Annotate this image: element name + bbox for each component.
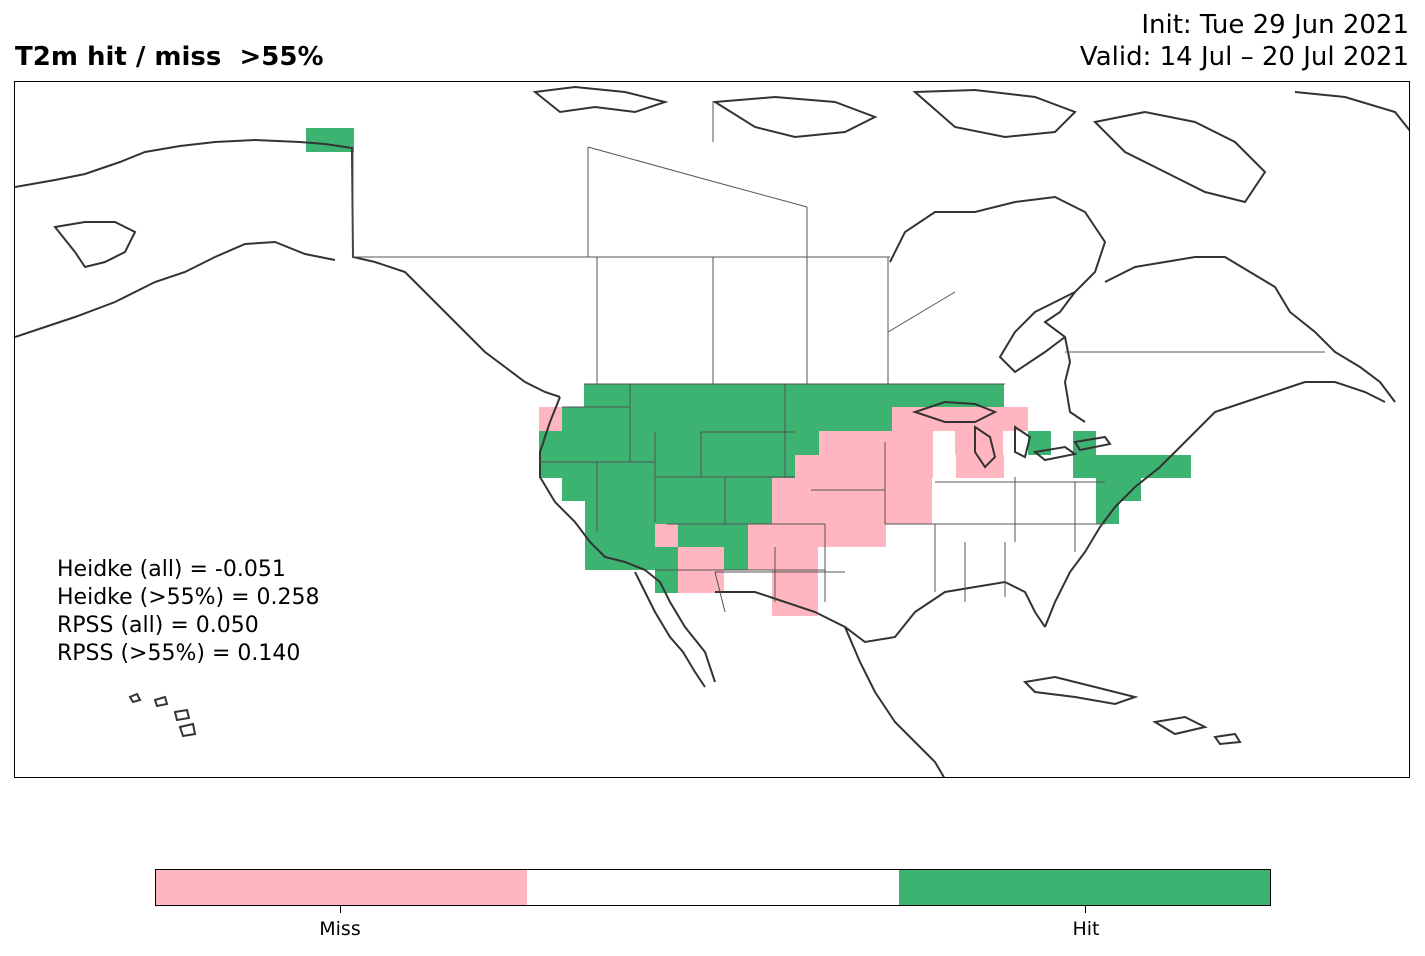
grid-cell-hit (585, 501, 772, 524)
colorbar-tick-hit (1085, 906, 1086, 913)
colorbar-miss-segment (156, 870, 528, 905)
grid-cell-miss (678, 547, 724, 570)
grid-cell-miss (748, 547, 818, 570)
heidke-all: Heidke (all) = -0.051 (57, 557, 286, 582)
grid-cell-hit (724, 547, 748, 570)
political-borders (352, 102, 1325, 613)
colorbar-label-miss: Miss (319, 918, 361, 940)
grid-cell-hit (562, 407, 892, 431)
grid-cell-miss (819, 431, 871, 455)
grid-cell-hit (585, 547, 655, 570)
skill-scores: Heidke (all) = -0.051 Heidke (>55%) = 0.… (57, 556, 320, 668)
grid-cell-miss (772, 501, 932, 524)
grid-cell-hit (1096, 478, 1141, 501)
grid-cell-miss (772, 570, 818, 593)
colorbar-label-hit: Hit (1072, 918, 1100, 940)
grid-cell-hit (562, 478, 772, 501)
colorbar-hit-segment (898, 870, 1270, 905)
grid-cell-hit (655, 547, 678, 570)
colorbar-tick-miss (340, 906, 341, 913)
grid-cell-hit (1028, 431, 1051, 455)
rpss-all: RPSS (all) = 0.050 (57, 613, 259, 638)
grid-cell-miss (748, 524, 886, 547)
grid-cell-hit (1096, 501, 1119, 524)
grid-cell-hit (678, 524, 748, 547)
valid-period: Valid: 14 Jul – 20 Jul 2021 (1079, 42, 1409, 72)
grid-cell-hit (306, 128, 354, 152)
grid-cell-hit (539, 431, 819, 455)
colorbar-neutral-segment (527, 870, 899, 905)
grid-cell-hit (584, 384, 1004, 409)
grid-cell-hit (1073, 455, 1191, 478)
grid-cell-hit (655, 570, 678, 593)
grid-cell-miss (892, 407, 1028, 431)
map-svg (15, 85, 1409, 777)
map-title: T2m hit / miss >55% (15, 42, 324, 72)
rpss-above-55: RPSS (>55%) = 0.140 (57, 641, 301, 666)
grid-cell-miss (655, 524, 678, 547)
grid-cell-hit (539, 455, 795, 478)
grid-cell-miss (955, 431, 1003, 455)
grid-cell-miss (795, 455, 933, 478)
hit-miss-grid (306, 128, 1191, 616)
init-date: Init: Tue 29 Jun 2021 (1141, 10, 1409, 40)
colorbar (155, 869, 1271, 906)
grid-cell-hit (585, 524, 655, 547)
grid-cell-miss (678, 570, 724, 593)
grid-cell-miss (871, 431, 933, 455)
map-panel (14, 81, 1410, 778)
heidke-above-55: Heidke (>55%) = 0.258 (57, 585, 320, 610)
